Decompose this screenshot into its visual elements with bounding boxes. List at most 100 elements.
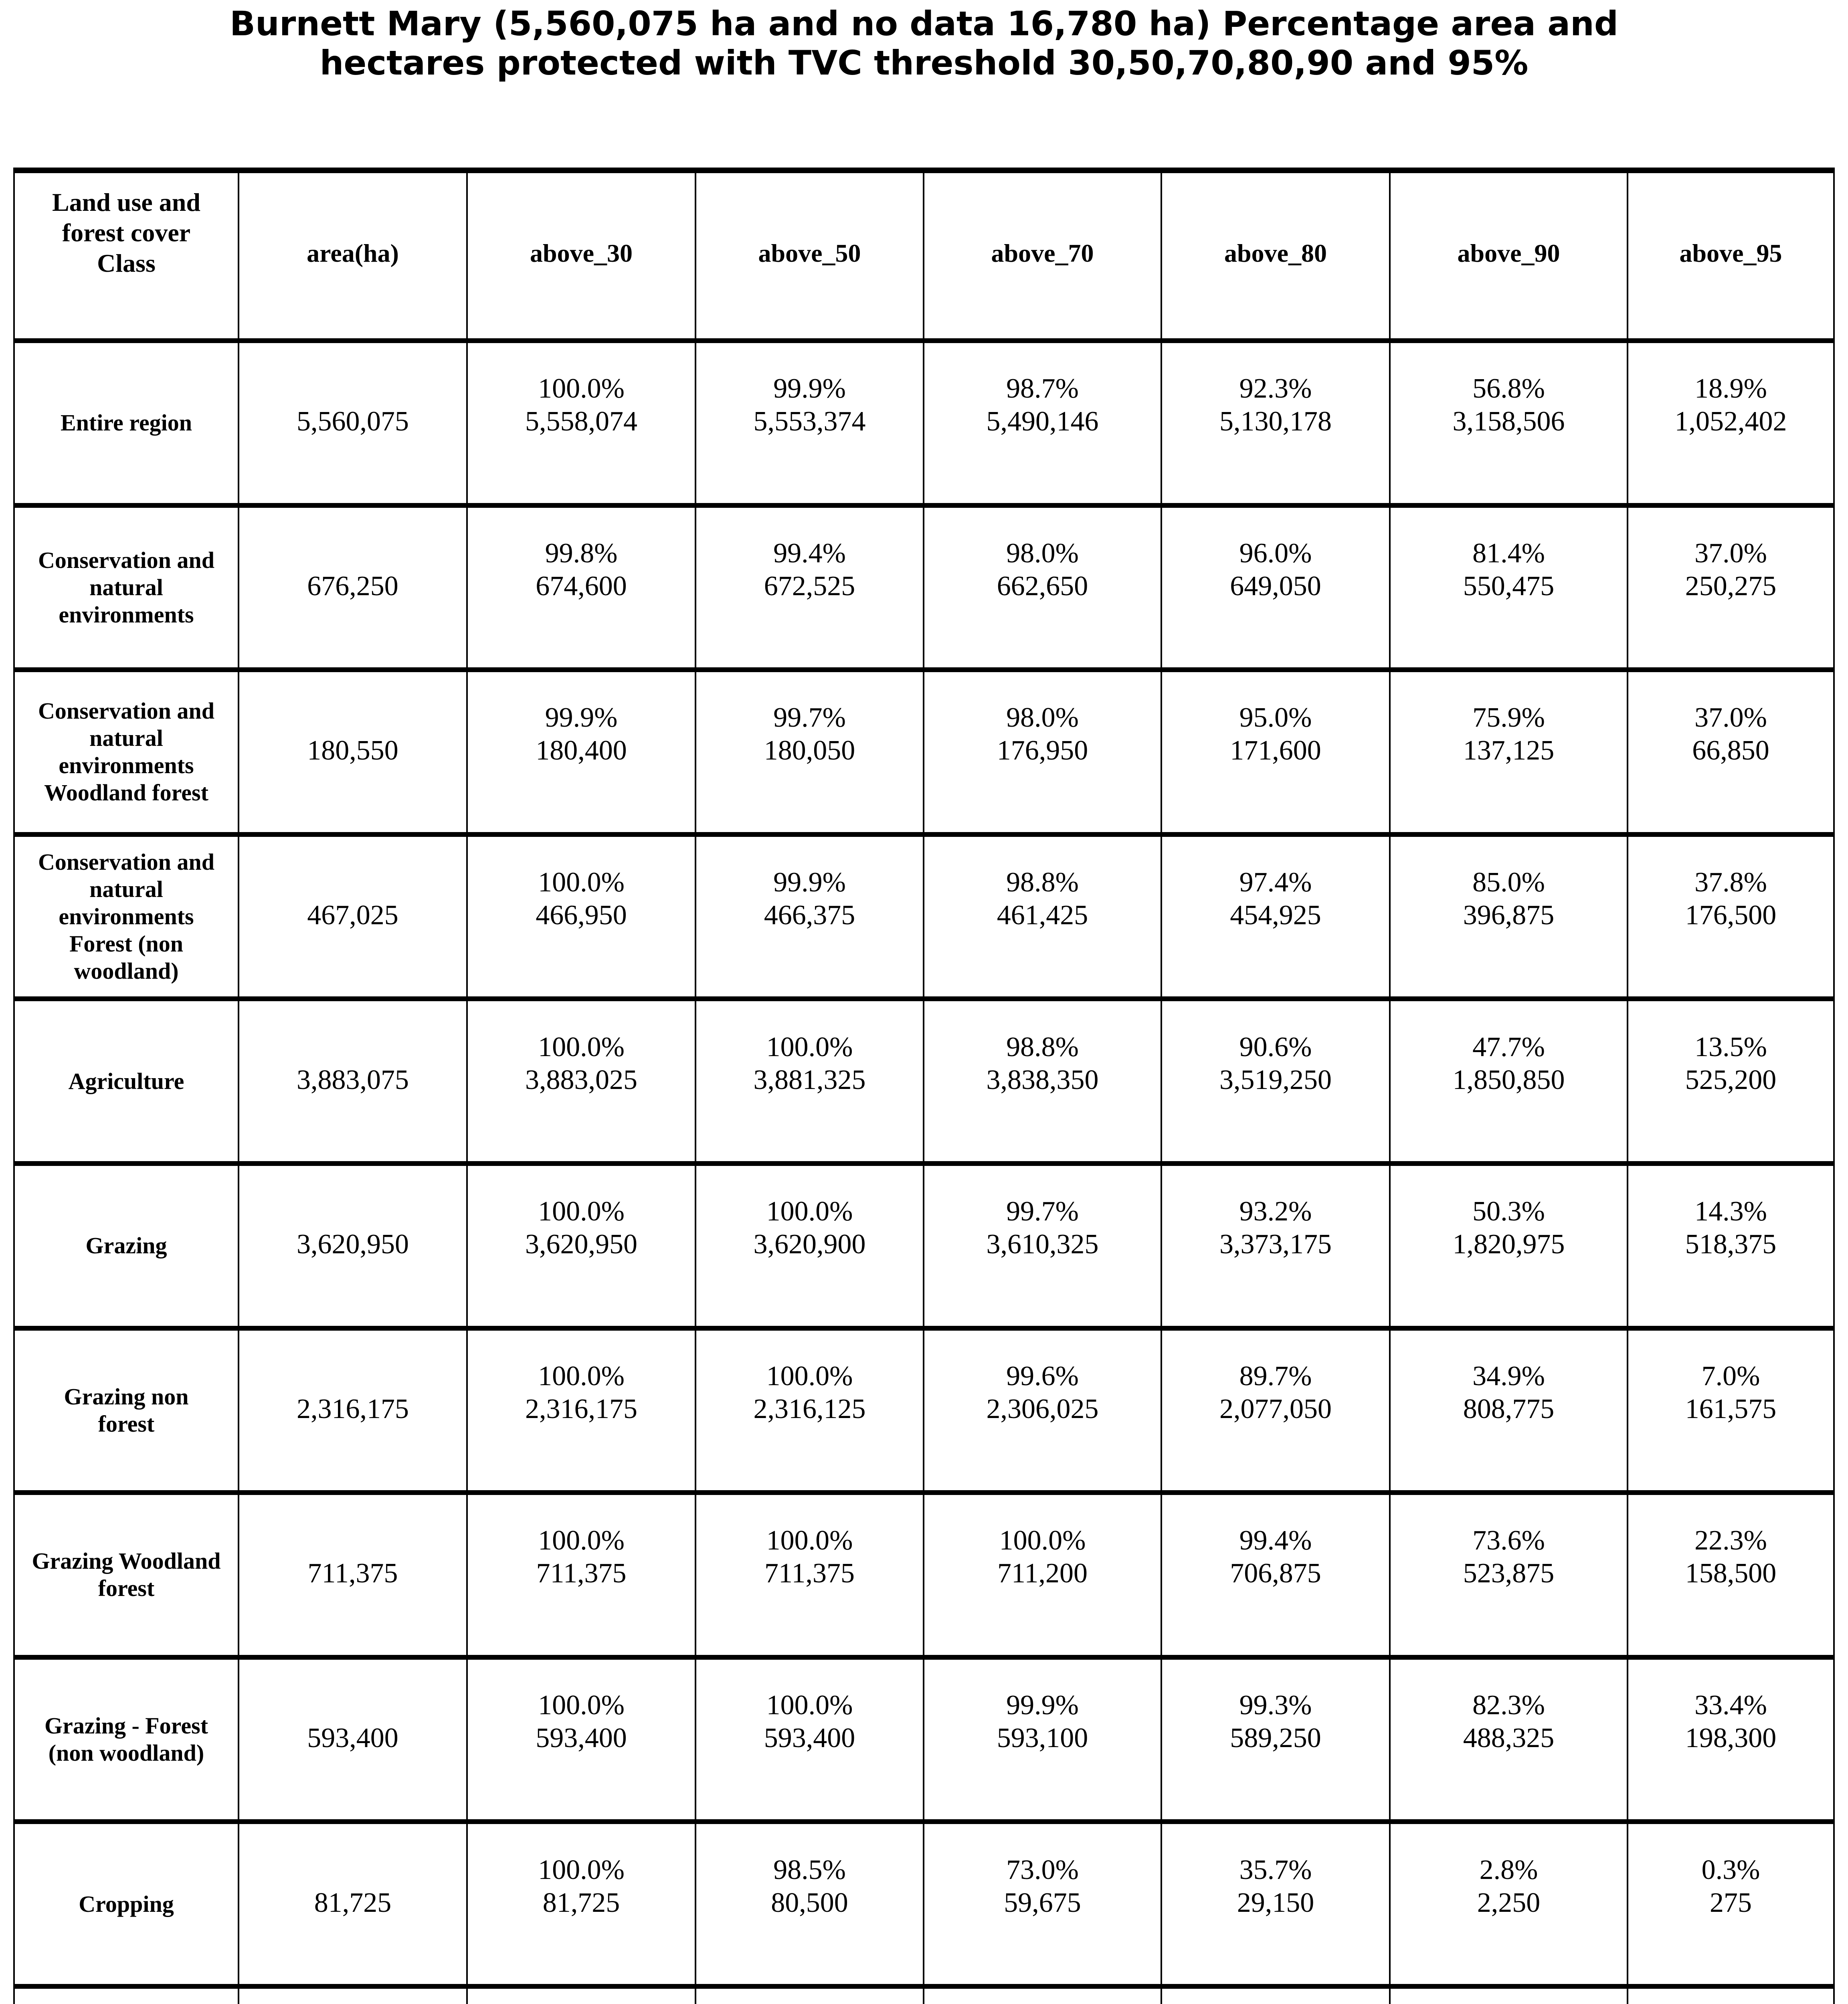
cell-above_30: 100.0% 466,950 — [466, 836, 695, 997]
cell-area: 711,375 — [238, 1495, 466, 1655]
cell-area: 180,550 — [238, 672, 466, 832]
cell-above_80: 99.3% 589,250 — [1161, 1659, 1389, 1820]
page-title-line1: Burnett Mary (5,560,075 ha and no data 1… — [230, 4, 1618, 43]
cell-above_80: 89.7% 2,077,050 — [1161, 1330, 1389, 1491]
header-cell-class: Land use and forest cover Class — [52, 188, 200, 277]
cell-above_70: 98.0% 662,650 — [923, 507, 1161, 668]
cell-class: Irrigation — [15, 1989, 238, 2004]
cell-above_90: 81.4% 550,475 — [1389, 507, 1627, 668]
table-row: Grazing - Forest (non woodland) 593,400 1… — [15, 1655, 1833, 1820]
table-row: Irrigation 174,725100.0%174,67599.8%174,… — [15, 1984, 1833, 2004]
table-row: Grazing 3,620,950 100.0% 3,620,950 100.0% 3,… — [15, 1161, 1833, 1326]
cell-above_70: 98.7% 5,490,146 — [923, 343, 1161, 503]
page-title-line2: hectares protected with TVC threshold 30… — [319, 43, 1529, 83]
table-row: Cropping 81,725 100.0% 81,725 98.5% 80,500 73… — [15, 1819, 1833, 1984]
cell-above_50: 99.7% 180,050 — [695, 672, 923, 832]
cell-class: Grazing Woodland forest — [32, 1548, 221, 1602]
cell-class: Grazing — [85, 1232, 167, 1259]
cell-above_70: 93.6%163,550 — [923, 1988, 1161, 2004]
cell-above_90: 85.0% 396,875 — [1389, 836, 1627, 997]
cell-above_95: 37.8% 176,500 — [1627, 836, 1833, 997]
cell-above_50: 99.8%174,300 — [695, 1988, 923, 2004]
cell-above_80: 96.0% 649,050 — [1161, 507, 1389, 668]
table-row: Grazing Woodland forest 711,375 100.0% 711… — [15, 1490, 1833, 1655]
data-table: Land use and forest cover Class area(ha) a… — [13, 168, 1835, 2004]
cell-above_70: 99.7% 3,610,325 — [923, 1166, 1161, 1326]
cell-above_90: 15.0%26,125 — [1389, 1988, 1627, 2004]
table-row: Conservation and natural environments Wo… — [15, 667, 1833, 832]
cell-class: Conservation and natural environments — [38, 547, 214, 628]
cell-area: 5,560,075 — [238, 343, 466, 503]
cell-above_80: 95.0% 171,600 — [1161, 672, 1389, 832]
cell-above_50: 100.0% 593,400 — [695, 1659, 923, 1820]
cell-above_30: 99.8% 674,600 — [466, 507, 695, 668]
cell-above_70: 98.0% 176,950 — [923, 672, 1161, 832]
cell-above_70: 98.8% 461,425 — [923, 836, 1161, 997]
cell-area: 676,250 — [238, 507, 466, 668]
cell-above_80: 35.7% 29,150 — [1161, 1824, 1389, 1984]
cell-above_30: 100.0% 5,558,074 — [466, 343, 695, 503]
cell-above_30: 100.0%174,675 — [466, 1988, 695, 2004]
cell-above_50: 100.0% 711,375 — [695, 1495, 923, 1655]
cell-above_80: 90.6% 3,519,250 — [1161, 1001, 1389, 1161]
cell-class: Grazing - Forest (non woodland) — [44, 1713, 208, 1766]
cell-above_90: 47.7% 1,850,850 — [1389, 1001, 1627, 1161]
cell-area: 3,620,950 — [238, 1166, 466, 1326]
cell-above_30: 100.0% 3,883,025 — [466, 1001, 695, 1161]
header-cell-above_80: above_80 — [1161, 173, 1389, 338]
cell-above_70: 73.0% 59,675 — [923, 1824, 1161, 1984]
cell-above_95: 22.3% 158,500 — [1627, 1495, 1833, 1655]
cell-above_95: 3.5%6,125 — [1627, 1988, 1833, 2004]
cell-above_30: 100.0% 711,375 — [466, 1495, 695, 1655]
cell-class: Agriculture — [68, 1068, 184, 1094]
cell-above_80: 92.3% 5,130,178 — [1161, 343, 1389, 503]
cell-above_90: 2.8% 2,250 — [1389, 1824, 1627, 1984]
cell-above_90: 50.3% 1,820,975 — [1389, 1166, 1627, 1326]
header-cell-areaha: area(ha) — [238, 173, 466, 338]
table-row: Entire region 5,560,075 100.0% 5,558,074 99… — [15, 338, 1833, 503]
cell-above_50: 98.5% 80,500 — [695, 1824, 923, 1984]
cell-above_95: 0.3% 275 — [1627, 1824, 1833, 1984]
cell-area: 2,316,175 — [238, 1330, 466, 1491]
cell-above_70: 99.6% 2,306,025 — [923, 1330, 1161, 1491]
header-cell-above_50: above_50 — [695, 173, 923, 338]
cell-above_50: 99.9% 5,553,374 — [695, 343, 923, 503]
cell-above_50: 100.0% 3,620,900 — [695, 1166, 923, 1326]
cell-above_70: 99.9% 593,100 — [923, 1659, 1161, 1820]
cell-above_30: 100.0% 593,400 — [466, 1659, 695, 1820]
cell-above_70: 100.0% 711,200 — [923, 1495, 1161, 1655]
cell-above_90: 34.9% 808,775 — [1389, 1330, 1627, 1491]
table-row: Conservation and natural environments 67… — [15, 503, 1833, 668]
cell-area: 467,025 — [238, 836, 466, 997]
cell-area: 81,725 — [238, 1824, 466, 1984]
cell-area: 3,883,075 — [238, 1001, 466, 1161]
cell-above_80: 97.4% 454,925 — [1161, 836, 1389, 997]
header-cell-above_30: above_30 — [466, 173, 695, 338]
cell-above_95: 14.3% 518,375 — [1627, 1166, 1833, 1326]
table-row: Conservation and natural environments Fo… — [15, 832, 1833, 997]
table-row: Grazing non forest 2,316,175 100.0% 2,316,… — [15, 1325, 1833, 1491]
cell-above_50: 100.0% 2,316,125 — [695, 1330, 923, 1491]
table-row: Agriculture 3,883,075 100.0% 3,883,025 100.… — [15, 996, 1833, 1161]
cell-above_80: 99.4% 706,875 — [1161, 1495, 1389, 1655]
cell-above_30: 100.0% 81,725 — [466, 1824, 695, 1984]
cell-above_80: 64.5%112,775 — [1161, 1988, 1389, 2004]
header-cell-above_70: above_70 — [923, 173, 1161, 338]
header-cell-above_95: above_95 — [1627, 173, 1833, 338]
cell-above_95: 33.4% 198,300 — [1627, 1659, 1833, 1820]
cell-area: 174,725 — [238, 1988, 466, 2004]
cell-above_95: 7.0% 161,575 — [1627, 1330, 1833, 1491]
cell-class: Cropping — [79, 1891, 174, 1917]
cell-above_30: 100.0% 2,316,175 — [466, 1330, 695, 1491]
cell-above_30: 100.0% 3,620,950 — [466, 1166, 695, 1326]
page-title: Burnett Mary (5,560,075 ha and no data 1… — [0, 4, 1848, 83]
cell-above_90: 56.8% 3,158,506 — [1389, 343, 1627, 503]
cell-above_95: 37.0% 66,850 — [1627, 672, 1833, 832]
cell-above_50: 99.4% 672,525 — [695, 507, 923, 668]
cell-above_90: 73.6% 523,875 — [1389, 1495, 1627, 1655]
cell-area: 593,400 — [238, 1659, 466, 1820]
cell-above_80: 93.2% 3,373,175 — [1161, 1166, 1389, 1326]
table-header-row: Land use and forest cover Class area(ha) a… — [15, 173, 1833, 338]
header-cell-above_90: above_90 — [1389, 173, 1627, 338]
cell-above_70: 98.8% 3,838,350 — [923, 1001, 1161, 1161]
